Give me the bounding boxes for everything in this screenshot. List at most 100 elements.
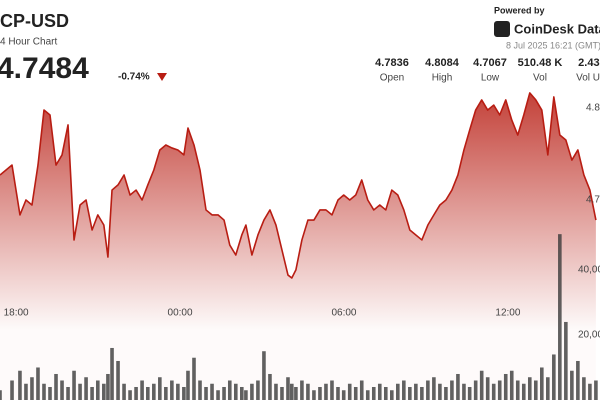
stat-value: 510.48 K xyxy=(518,57,563,69)
volume-bar xyxy=(414,383,418,400)
chart-title: CP-USD xyxy=(0,11,69,31)
volume-bar xyxy=(479,370,484,400)
volume-bar xyxy=(78,383,82,400)
volume-bar xyxy=(290,383,294,400)
volume-bar xyxy=(198,380,202,400)
price-area xyxy=(0,92,596,400)
stat-value: 2.43 M xyxy=(578,57,600,69)
down-arrow xyxy=(157,73,167,81)
volume-bar xyxy=(274,383,278,400)
stat-value: 4.8084 xyxy=(425,57,460,69)
timestamp: 8 Jul 2025 16:21 (GMT) xyxy=(506,40,600,50)
x-tick-label: 00:00 xyxy=(168,308,193,319)
stat-label: Low xyxy=(481,73,500,84)
y2-tick-label: 40,000 xyxy=(578,265,600,276)
y-tick-label: 4.75 xyxy=(586,195,600,206)
volume-bar xyxy=(18,370,22,400)
volume-bar xyxy=(491,383,496,400)
x-tick-label: 12:00 xyxy=(495,308,520,319)
volume-bar xyxy=(515,380,520,400)
volume-bar xyxy=(312,390,316,400)
price-line xyxy=(0,92,597,279)
volume-bar xyxy=(48,386,52,400)
volume-bar xyxy=(182,386,186,400)
volume-bar xyxy=(300,380,304,400)
x-tick-label: 06:00 xyxy=(331,308,356,319)
volume-bar xyxy=(365,390,370,400)
volume-bar xyxy=(42,383,46,400)
volume-bar xyxy=(134,386,138,400)
volume-bar xyxy=(564,321,568,400)
volume-bar xyxy=(268,373,272,400)
volume-bar xyxy=(456,373,460,400)
volume-bar xyxy=(116,360,120,400)
volume-bar xyxy=(204,386,208,400)
volume-bar xyxy=(244,390,248,400)
volume-bar xyxy=(96,380,100,400)
volume-bar xyxy=(286,377,290,400)
volume-bar xyxy=(450,380,454,400)
volume-bar xyxy=(402,380,406,400)
volume-bar xyxy=(256,380,260,400)
volume-bar xyxy=(72,370,76,400)
volume-bar xyxy=(192,357,196,400)
volume-bar xyxy=(558,234,562,400)
stat-label: High xyxy=(432,73,453,84)
price: 4.7484 xyxy=(0,52,89,85)
volume-bar xyxy=(240,386,244,400)
volume-bar xyxy=(552,354,556,400)
volume-bar xyxy=(164,386,168,400)
volume-bar xyxy=(540,367,544,400)
volume-bar xyxy=(336,386,340,400)
y2-tick-label: 20,000 xyxy=(578,330,600,341)
volume-bar xyxy=(262,351,266,400)
volume-bar xyxy=(84,377,88,400)
volume-bar xyxy=(341,390,346,400)
volume-bar xyxy=(444,386,448,400)
volume-bar xyxy=(576,360,580,400)
volume-bar xyxy=(30,377,34,400)
volume-bar xyxy=(527,377,532,400)
volume-bar xyxy=(462,383,466,400)
volume-bar xyxy=(330,380,334,400)
volume-bar xyxy=(546,377,550,400)
volume-bar xyxy=(497,380,502,400)
volume-bar xyxy=(0,390,2,400)
volume-bar xyxy=(420,386,424,400)
volume-bar xyxy=(324,383,328,400)
volume-bar xyxy=(128,390,132,400)
stat-label: Open xyxy=(380,73,404,84)
brand-logo xyxy=(494,21,510,37)
stat-label: Vol xyxy=(533,73,547,84)
stat-value: 4.7836 xyxy=(375,57,409,69)
chart-subtitle: 4 Hour Chart xyxy=(0,37,57,48)
volume-bar xyxy=(186,370,190,400)
volume-bar xyxy=(390,390,394,400)
x-tick-label: 18:00 xyxy=(4,308,29,319)
stat-value: 4.7067 xyxy=(473,57,507,69)
volume-bar xyxy=(122,383,126,400)
volume-bar xyxy=(10,380,14,400)
volume-bar xyxy=(521,383,526,400)
stat-label: Vol USD xyxy=(576,73,600,84)
volume-bar xyxy=(250,383,254,400)
y-tick-label: 4.80 xyxy=(586,103,600,114)
volume-bar xyxy=(318,386,322,400)
volume-bar xyxy=(467,386,472,400)
volume-bar xyxy=(110,347,114,400)
volume-bar xyxy=(158,377,162,400)
volume-bar xyxy=(438,383,442,400)
volume-bar xyxy=(146,386,150,400)
volume-bar xyxy=(152,383,156,400)
volume-bar xyxy=(396,383,400,400)
volume-bar xyxy=(426,380,430,400)
volume-bar xyxy=(383,386,388,400)
volume-bar xyxy=(170,380,174,400)
volume-bar xyxy=(24,383,28,400)
volume-bar xyxy=(408,386,412,400)
price-change: -0.74% xyxy=(118,72,150,83)
volume-bar xyxy=(353,386,358,400)
volume-bar xyxy=(294,386,298,400)
volume-bar xyxy=(570,370,574,400)
